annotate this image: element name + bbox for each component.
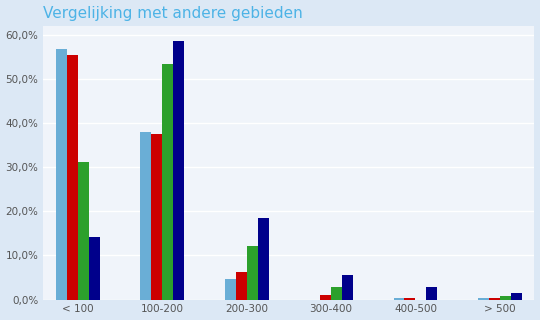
Text: Vergelijking met andere gebieden: Vergelijking met andere gebieden bbox=[43, 5, 303, 20]
Bar bbox=[247, 246, 258, 300]
Bar bbox=[173, 41, 184, 300]
Bar bbox=[163, 64, 173, 300]
Bar bbox=[394, 298, 404, 300]
Bar bbox=[320, 295, 331, 300]
Bar bbox=[151, 134, 163, 300]
Bar bbox=[478, 298, 489, 300]
Bar bbox=[225, 279, 235, 300]
Bar bbox=[235, 272, 247, 300]
Bar bbox=[342, 275, 353, 300]
Bar bbox=[89, 237, 100, 300]
Bar bbox=[404, 298, 415, 300]
Bar bbox=[511, 293, 522, 300]
Bar bbox=[67, 55, 78, 300]
Bar bbox=[500, 296, 511, 300]
Bar bbox=[56, 49, 67, 300]
Bar bbox=[140, 132, 151, 300]
Bar bbox=[258, 218, 268, 300]
Bar bbox=[489, 298, 500, 300]
Bar bbox=[331, 287, 342, 300]
Bar bbox=[427, 287, 437, 300]
Bar bbox=[78, 162, 89, 300]
